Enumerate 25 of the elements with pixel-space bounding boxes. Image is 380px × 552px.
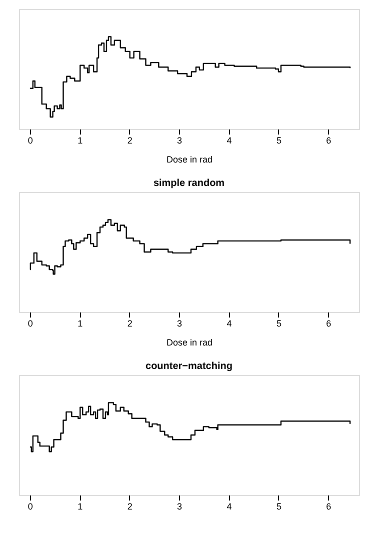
x-tick-label: 6 xyxy=(326,318,332,328)
x-tick-label: 6 xyxy=(326,502,332,512)
x-tick-label: 2 xyxy=(127,318,132,328)
x-tick-label: 1 xyxy=(78,136,83,146)
x-tick-label: 4 xyxy=(226,502,232,512)
x-axis-title: Dose in rad xyxy=(166,338,213,348)
x-tick-label: 5 xyxy=(276,136,282,146)
x-tick-label: 0 xyxy=(28,502,33,512)
x-tick-label: 2 xyxy=(127,136,132,146)
x-tick-label: 5 xyxy=(276,502,282,512)
x-tick-label: 3 xyxy=(177,502,182,512)
x-tick-label: 0 xyxy=(28,136,33,146)
x-tick-label: 2 xyxy=(127,502,132,512)
x-tick-label: 1 xyxy=(78,318,83,328)
x-tick-label: 4 xyxy=(226,136,232,146)
x-tick-label: 3 xyxy=(177,318,182,328)
x-tick-label: 6 xyxy=(326,136,332,146)
x-tick-label: 0 xyxy=(28,318,33,328)
chart-title: counter−matching xyxy=(146,361,232,372)
x-tick-label: 5 xyxy=(276,318,282,328)
x-tick-label: 3 xyxy=(177,136,182,146)
x-axis-title: Dose in rad xyxy=(166,154,213,164)
x-tick-label: 4 xyxy=(226,318,232,328)
chart-title: simple random xyxy=(153,178,225,189)
x-tick-label: 1 xyxy=(78,502,83,512)
